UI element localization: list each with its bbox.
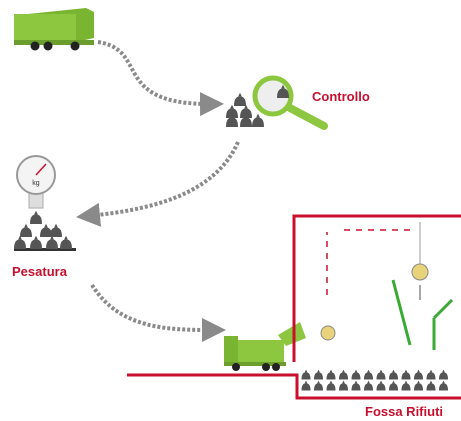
bag bbox=[20, 223, 32, 237]
bag bbox=[389, 380, 398, 391]
bag bbox=[60, 235, 72, 249]
bag bbox=[326, 380, 336, 391]
bunker bbox=[127, 214, 461, 400]
bags bbox=[301, 369, 448, 391]
bag bbox=[426, 369, 436, 380]
crane-path bbox=[326, 229, 410, 295]
bags bbox=[226, 84, 289, 127]
bag bbox=[376, 380, 386, 391]
bag bbox=[252, 113, 264, 127]
flow-arrow bbox=[90, 283, 226, 342]
bag bbox=[326, 369, 336, 380]
bag bbox=[314, 369, 323, 380]
bag bbox=[277, 84, 289, 98]
label-weighing: Pesatura bbox=[12, 264, 68, 279]
bag bbox=[351, 380, 361, 391]
walls bbox=[391, 279, 454, 350]
truck-bottom bbox=[224, 322, 306, 371]
bag bbox=[50, 223, 62, 237]
bag bbox=[234, 92, 246, 106]
bag bbox=[46, 235, 58, 249]
bag bbox=[376, 369, 386, 380]
label-control: Controllo bbox=[312, 89, 370, 104]
bag bbox=[339, 380, 348, 391]
bag bbox=[364, 369, 373, 380]
crane bbox=[320, 222, 429, 341]
bag bbox=[414, 369, 423, 380]
flow-arrow bbox=[97, 40, 224, 117]
bags bbox=[14, 210, 72, 249]
label-pit: Fossa Rifiuti bbox=[365, 404, 443, 419]
scale-unit: kg bbox=[32, 180, 40, 187]
bag bbox=[226, 104, 238, 118]
scale: kg bbox=[14, 155, 76, 251]
flow-arrow bbox=[76, 141, 240, 227]
bag bbox=[14, 235, 26, 249]
bag bbox=[351, 369, 361, 380]
bag bbox=[30, 210, 42, 224]
bag bbox=[301, 369, 311, 380]
truck-top bbox=[14, 8, 94, 51]
bag bbox=[30, 235, 42, 249]
bag bbox=[426, 380, 436, 391]
bag bbox=[240, 104, 252, 118]
bag bbox=[439, 369, 448, 380]
bag bbox=[401, 380, 411, 391]
bag bbox=[389, 369, 398, 380]
bag bbox=[314, 380, 323, 391]
bag bbox=[301, 380, 311, 391]
bag bbox=[414, 380, 423, 391]
bag bbox=[240, 113, 252, 127]
bag bbox=[339, 369, 348, 380]
bag bbox=[439, 380, 448, 391]
bag bbox=[401, 369, 411, 380]
bag bbox=[226, 113, 238, 127]
bag bbox=[40, 223, 52, 237]
bag bbox=[364, 380, 373, 391]
